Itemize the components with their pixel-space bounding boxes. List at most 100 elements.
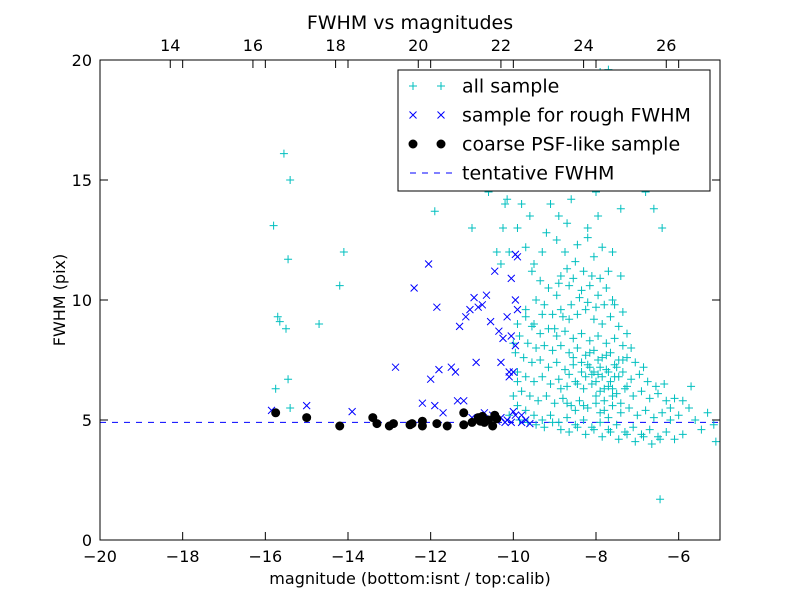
data-point bbox=[530, 411, 538, 420]
data-point bbox=[521, 406, 530, 415]
data-point bbox=[302, 401, 311, 410]
series-2 bbox=[271, 408, 502, 431]
data-point bbox=[302, 413, 312, 423]
data-point bbox=[335, 281, 344, 290]
data-point bbox=[623, 353, 631, 362]
data-point bbox=[534, 396, 543, 405]
data-point bbox=[497, 358, 505, 367]
data-point bbox=[348, 407, 356, 416]
data-point bbox=[567, 195, 576, 204]
data-point bbox=[596, 274, 605, 283]
data-point bbox=[625, 404, 634, 412]
data-point bbox=[474, 303, 483, 312]
data-point bbox=[513, 368, 522, 376]
data-point bbox=[496, 260, 505, 268]
data-point bbox=[517, 418, 526, 427]
data-point bbox=[466, 305, 474, 314]
x-axis-title: magnitude (bottom:isnt / top:calib) bbox=[269, 569, 550, 588]
x-tick-label: −16 bbox=[248, 547, 282, 566]
data-point bbox=[536, 276, 545, 285]
data-point bbox=[612, 363, 621, 372]
x-tick-label: −20 bbox=[83, 547, 117, 566]
data-point bbox=[600, 406, 609, 415]
data-point bbox=[271, 408, 281, 418]
data-point bbox=[585, 348, 594, 357]
data-point bbox=[546, 411, 555, 420]
data-point bbox=[499, 334, 507, 343]
data-point bbox=[550, 324, 559, 333]
data-point bbox=[451, 368, 460, 376]
data-point bbox=[596, 363, 605, 372]
data-point bbox=[372, 419, 382, 429]
data-point bbox=[602, 284, 611, 292]
data-point bbox=[666, 404, 675, 412]
data-point bbox=[569, 353, 578, 362]
plot-layer bbox=[100, 65, 720, 504]
series-0 bbox=[269, 65, 720, 504]
data-point bbox=[556, 384, 565, 393]
data-point bbox=[627, 375, 636, 384]
data-point bbox=[538, 310, 547, 319]
data-point bbox=[526, 419, 534, 428]
data-point bbox=[505, 248, 514, 256]
data-point bbox=[616, 408, 625, 417]
data-point bbox=[315, 320, 324, 328]
data-point bbox=[573, 380, 582, 388]
data-point bbox=[635, 370, 644, 379]
legend-swatch bbox=[409, 82, 417, 90]
y-axis-title: FWHM (pix) bbox=[50, 254, 69, 347]
data-point bbox=[623, 430, 631, 439]
legend-swatch bbox=[437, 111, 445, 119]
data-point bbox=[554, 375, 563, 384]
data-point bbox=[577, 329, 586, 338]
data-point bbox=[556, 272, 565, 280]
data-point bbox=[612, 389, 621, 398]
data-point bbox=[513, 252, 522, 261]
data-point bbox=[453, 396, 462, 405]
data-point bbox=[645, 425, 654, 434]
data-point bbox=[633, 411, 642, 420]
data-point bbox=[538, 416, 547, 424]
data-point bbox=[614, 322, 623, 331]
data-point bbox=[507, 274, 516, 283]
data-point bbox=[563, 413, 572, 422]
data-point bbox=[670, 435, 679, 444]
data-point bbox=[546, 200, 555, 208]
data-point bbox=[521, 305, 530, 314]
legend-label: tentative FWHM bbox=[462, 163, 614, 185]
data-point bbox=[674, 411, 683, 420]
data-point bbox=[573, 240, 582, 249]
data-point bbox=[542, 228, 551, 237]
data-point bbox=[565, 315, 574, 324]
data-point bbox=[629, 392, 638, 400]
data-point bbox=[583, 360, 592, 369]
data-point bbox=[501, 200, 510, 208]
data-point bbox=[455, 322, 464, 331]
data-point bbox=[273, 312, 282, 321]
data-point bbox=[600, 384, 609, 393]
data-point bbox=[639, 363, 648, 372]
data-point bbox=[594, 332, 603, 340]
tick-layer: −20 −18 −16 −14 −12 −10 −8 −6 14 16 18 20 22 24 26 0 5 10… bbox=[72, 36, 720, 566]
data-point bbox=[594, 212, 603, 220]
data-point bbox=[589, 315, 598, 324]
x-tick-label: −6 bbox=[667, 547, 691, 566]
data-point bbox=[569, 360, 578, 369]
data-point bbox=[554, 212, 563, 220]
data-point bbox=[430, 207, 439, 216]
data-point bbox=[687, 382, 696, 391]
data-point bbox=[558, 312, 567, 321]
data-point bbox=[577, 368, 586, 376]
data-point bbox=[501, 418, 509, 427]
x-tick-label: −14 bbox=[331, 547, 365, 566]
data-point bbox=[565, 428, 574, 436]
data-point bbox=[335, 421, 345, 431]
data-point bbox=[563, 399, 572, 408]
data-point bbox=[600, 300, 609, 309]
data-point bbox=[459, 420, 469, 430]
data-point bbox=[598, 243, 607, 252]
data-point bbox=[643, 377, 652, 386]
y-tick-label: 10 bbox=[72, 291, 92, 310]
data-point bbox=[604, 368, 613, 376]
